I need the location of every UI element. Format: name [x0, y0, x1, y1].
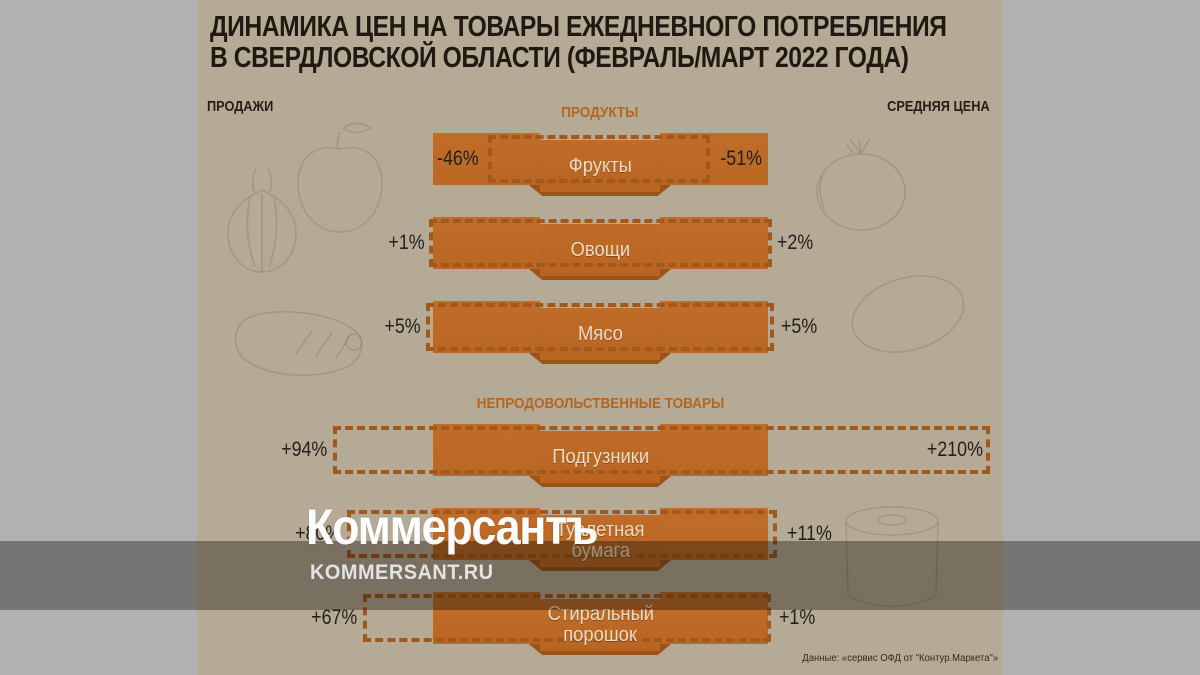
product-name: Мясо	[433, 308, 768, 360]
bar-left-solid	[433, 217, 540, 269]
sales-change-value: +67%	[310, 606, 357, 629]
section-label-text: НЕПРОДОВОЛЬСТВЕННЫЕ ТОВАРЫ	[476, 395, 724, 412]
bar-left-solid	[433, 592, 540, 644]
product-name: Овощи	[433, 224, 768, 276]
section-label-text: ПРОДУКТЫ	[561, 104, 639, 121]
bar-center-tab	[540, 431, 660, 483]
bar-left-solid	[433, 301, 540, 353]
page-title-line2: В СВЕРДЛОВСКОЙ ОБЛАСТИ (ФЕВРАЛЬ/МАРТ 202…	[210, 42, 909, 74]
bar-center-tab	[540, 140, 660, 192]
bar-right-solid	[660, 592, 768, 644]
bar-right-solid	[660, 424, 768, 476]
watermark-band	[0, 541, 1200, 610]
product-name: Стиральный порошок	[433, 599, 768, 651]
bar-dashed-extent	[426, 303, 774, 351]
kommersant-logo: Коммерсантъ	[306, 499, 599, 555]
product-name: Подгузники	[433, 431, 768, 483]
page-title-line1: ДИНАМИКА ЦЕН НА ТОВАРЫ ЕЖЕДНЕВНОГО ПОТРЕ…	[210, 11, 947, 43]
sales-change-value: +5%	[384, 315, 421, 338]
column-header-sales: ПРОДАЖИ	[207, 98, 274, 115]
product-name-line: Стиральный	[547, 603, 654, 625]
data-source-note: Данные: «сервис ОФД от "Контур.Маркета"»	[802, 653, 998, 664]
bar-center-tab	[540, 599, 660, 651]
bar-right-solid	[660, 133, 768, 185]
product-name-line: Туалетная	[556, 519, 645, 541]
bar-dashed-extent	[333, 426, 990, 474]
bar-center-tab	[540, 308, 660, 360]
avg-price-change-value: +210%	[926, 438, 983, 461]
product-name: Фрукты	[433, 140, 768, 192]
product-name-line: Мясо	[578, 322, 623, 345]
product-name-line: порошок	[563, 624, 638, 646]
bar-dashed-extent	[488, 135, 710, 183]
avg-price-change-value: +1%	[779, 606, 816, 629]
bar-dashed-extent	[363, 594, 771, 642]
product-name-line: Овощи	[570, 238, 631, 261]
bar-right-solid	[660, 508, 768, 560]
sales-change-value: +94%	[280, 438, 327, 461]
bar-right-solid	[660, 301, 768, 353]
bar-center-tab	[540, 224, 660, 276]
bar-center-tab	[540, 515, 660, 567]
product-name-line: бумага	[571, 540, 630, 562]
avg-price-change-value: +5%	[781, 315, 818, 338]
product-name-line: Подгузники	[552, 445, 649, 468]
kommersant-site-label: KOMMERSANT.RU	[310, 561, 494, 584]
column-header-avg-price: СРЕДНЯЯ ЦЕНА	[887, 98, 990, 115]
sales-change-value: +1%	[388, 231, 425, 254]
avg-price-change-value: -51%	[720, 147, 762, 170]
sales-change-value: +80%	[294, 522, 341, 545]
avg-price-change-value: +2%	[777, 231, 814, 254]
avg-price-change-value: +11%	[787, 522, 832, 545]
bar-dashed-extent	[429, 219, 772, 267]
bar-left-solid	[433, 133, 540, 185]
section-label: ПРОДУКТЫ	[197, 104, 1003, 121]
bar-left-solid	[433, 424, 540, 476]
sales-change-value: -46%	[437, 147, 479, 170]
product-name: Туалетная бумага	[433, 515, 768, 567]
bar-dashed-extent	[347, 510, 777, 558]
page-title: ДИНАМИКА ЦЕН НА ТОВАРЫ ЕЖЕДНЕВНОГО ПОТРЕ…	[210, 12, 1077, 74]
section-label: НЕПРОДОВОЛЬСТВЕННЫЕ ТОВАРЫ	[197, 395, 1003, 412]
product-name-line: Фрукты	[568, 154, 633, 177]
bar-left-solid	[433, 508, 540, 560]
bar-right-solid	[660, 217, 768, 269]
